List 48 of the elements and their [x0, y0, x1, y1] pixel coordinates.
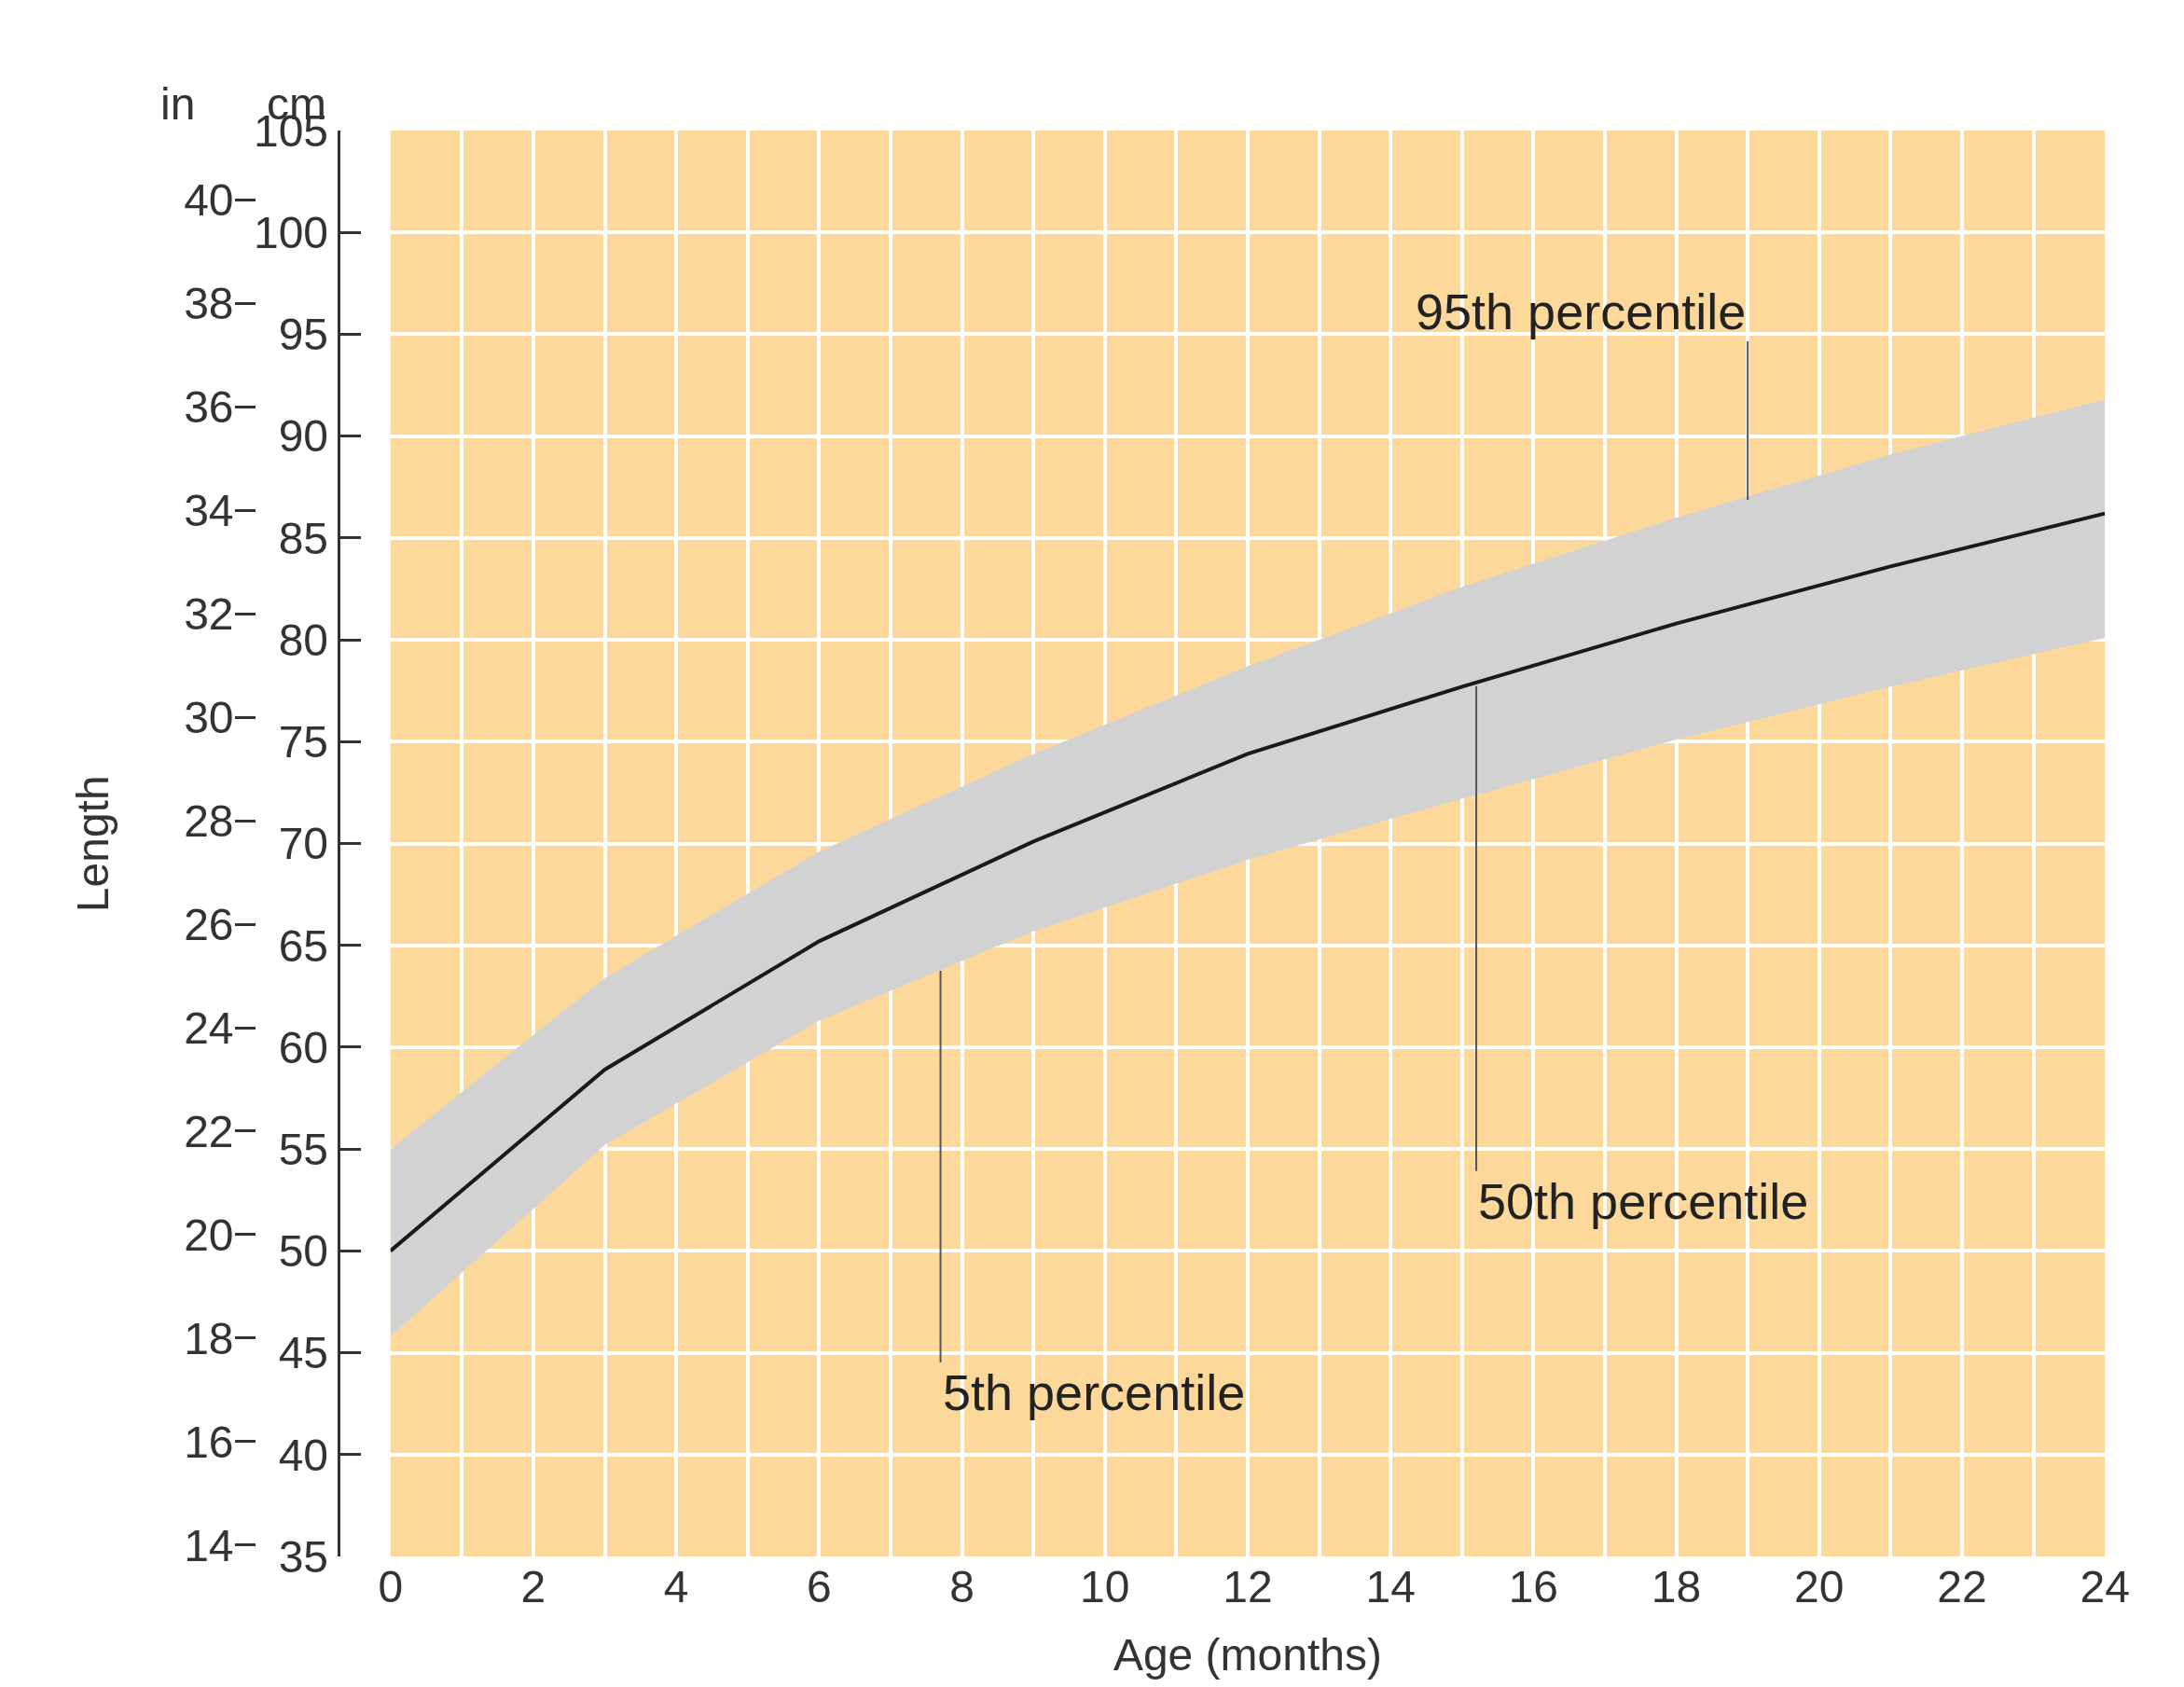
y2-tick-label: 40 — [278, 1430, 329, 1480]
y-tick-label: 16 — [184, 1417, 234, 1467]
x-tick-label: 2 — [520, 1562, 546, 1611]
y-axis-title: Length — [68, 775, 118, 913]
y2-tick-label: 85 — [278, 513, 329, 563]
y2-tick-label: 80 — [278, 615, 329, 665]
x-axis-title: Age (months) — [1113, 1630, 1382, 1680]
x-tick-label: 6 — [806, 1562, 832, 1611]
annotation: 95th percentile — [1416, 283, 1747, 339]
text: in — [160, 79, 196, 129]
x-tick-label: 22 — [1937, 1562, 1987, 1611]
x-tick-label: 14 — [1365, 1562, 1416, 1611]
annotation: 50th percentile — [1478, 1173, 1809, 1229]
y-tick-label: 36 — [184, 382, 234, 433]
y2-tick-label: 50 — [278, 1226, 329, 1277]
y2-tick-label: 55 — [278, 1124, 329, 1174]
x-tick-label: 24 — [2080, 1562, 2130, 1611]
y-tick-label: 20 — [184, 1210, 234, 1260]
y2-tick-label: 60 — [278, 1022, 329, 1072]
y-tick-label: 18 — [184, 1313, 234, 1363]
y2-tick-label: 95 — [278, 310, 329, 360]
y2-tick-label: 70 — [278, 819, 329, 869]
y2-tick-label: 75 — [278, 717, 329, 767]
y-tick-label: 34 — [184, 486, 234, 536]
y-tick-label: 32 — [184, 588, 234, 639]
y-tick-label: 26 — [184, 899, 234, 949]
x-tick-label: 0 — [378, 1562, 404, 1611]
y-tick-label: 24 — [184, 1003, 234, 1053]
line-series — [390, 511, 2106, 1253]
x-tick-label: 12 — [1223, 1562, 1273, 1611]
y-tick-label: 30 — [184, 692, 234, 742]
y-tick-label: 14 — [184, 1520, 234, 1570]
x-tick-label: 8 — [949, 1562, 975, 1611]
x-tick-label: 18 — [1651, 1562, 1702, 1611]
y-tick-label: 28 — [184, 795, 234, 846]
x-tick-label: 16 — [1508, 1562, 1559, 1611]
y-tick-label: 40 — [184, 175, 234, 226]
y-tick-label: 22 — [184, 1106, 234, 1156]
annotation: 5th percentile — [943, 1364, 1246, 1420]
y2-tick-label: 90 — [278, 411, 329, 462]
y2-tick-label: 45 — [278, 1328, 329, 1378]
x-tick-label: 20 — [1794, 1562, 1845, 1611]
x-tick-label: 10 — [1080, 1562, 1130, 1611]
y-tick-label: 38 — [184, 279, 234, 329]
y2-tick-label: 65 — [278, 920, 329, 971]
y2-tick-label: 35 — [278, 1531, 329, 1582]
x-tick-label: 4 — [663, 1562, 689, 1611]
y2-tick-label: 100 — [253, 208, 329, 258]
